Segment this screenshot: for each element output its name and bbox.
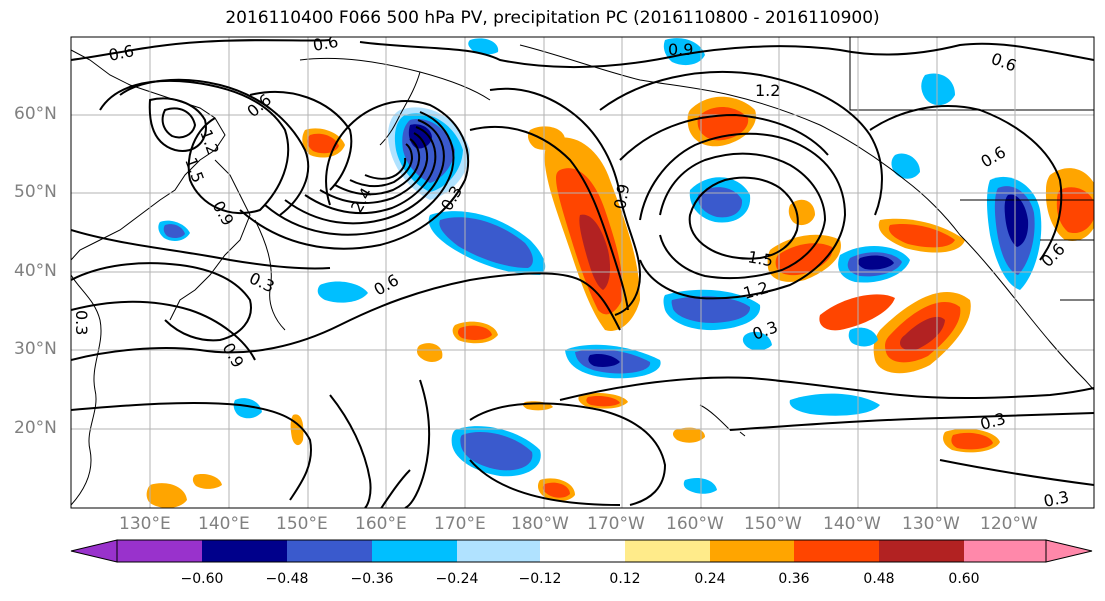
neg-anomaly: [789, 393, 880, 416]
lon-label: 140°E: [198, 514, 250, 534]
lon-label: 140°W: [823, 514, 881, 534]
plot-frame: [70, 36, 1095, 509]
lon-label: 160°W: [666, 514, 724, 534]
precip-shading: [146, 38, 1094, 508]
pos-anomaly: [416, 343, 443, 362]
contour-label: 0.3: [72, 310, 91, 335]
colorbar-tick-label: −0.24: [435, 571, 479, 587]
contour-label: 0.6: [311, 32, 339, 55]
neg-anomaly: [460, 432, 533, 471]
coastlines: [71, 37, 1094, 506]
colorbar-cell: [372, 540, 457, 562]
colorbar: [70, 539, 1093, 563]
lon-label: 170°W: [587, 514, 645, 534]
lat-label: 60°N: [14, 104, 57, 124]
contour-label: 0.9: [668, 40, 693, 59]
colorbar-tick-label: 0.36: [778, 571, 810, 587]
colorbar-tick-label: −0.48: [265, 571, 309, 587]
lon-label: 120°W: [980, 514, 1038, 534]
colorbar-tick-label: 0.48: [863, 571, 895, 587]
neg-anomaly: [1004, 194, 1029, 247]
lon-label: 130°W: [902, 514, 960, 534]
contour-label: 1.5: [746, 247, 774, 270]
colorbar-cell: [879, 540, 964, 562]
lon-label: 150°E: [276, 514, 328, 534]
colorbar-extend-high: [1045, 539, 1093, 563]
neg-anomaly: [163, 224, 185, 239]
lon-label: 130°E: [119, 514, 171, 534]
neg-anomaly: [317, 281, 368, 303]
neg-anomaly: [857, 255, 894, 270]
colorbar-cell: [625, 540, 710, 562]
colorbar-cell: [710, 540, 794, 562]
lon-label: 160°E: [355, 514, 407, 534]
neg-anomaly: [663, 38, 705, 66]
colorbar-tick-label: 0.24: [694, 571, 726, 587]
colorbar-extend-low: [70, 539, 118, 563]
neg-anomaly: [742, 331, 772, 351]
pos-anomaly: [900, 316, 945, 351]
lon-label: 180°W: [511, 514, 569, 534]
lat-label: 50°N: [14, 182, 57, 202]
neg-anomaly: [697, 187, 743, 218]
colorbar-tick-label: −0.12: [518, 571, 562, 587]
colorbar-tick-label: 0.12: [609, 571, 641, 587]
neg-anomaly: [848, 327, 878, 347]
neg-anomaly: [921, 73, 955, 106]
colorbar-tick-label: 0.60: [948, 571, 980, 587]
neg-anomaly: [683, 478, 717, 494]
pos-anomaly: [586, 395, 620, 407]
neg-anomaly: [439, 217, 533, 268]
colorbar-cell: [794, 540, 879, 562]
contour-label: 0.6: [107, 41, 136, 65]
pos-anomaly: [527, 126, 565, 150]
pos-anomaly: [951, 432, 993, 450]
colorbar-cell: [287, 540, 372, 562]
pos-anomaly: [888, 224, 955, 248]
pos-anomaly: [307, 133, 339, 154]
pos-anomaly: [192, 474, 222, 489]
colorbar-cell: [117, 540, 202, 562]
colorbar-tick-label: −0.60: [180, 571, 224, 587]
pv-contours: [71, 39, 1094, 508]
pos-anomaly: [542, 482, 570, 498]
colorbar-cell: [540, 540, 625, 562]
neg-anomaly: [588, 353, 620, 367]
neg-anomaly: [233, 398, 262, 419]
colorbar-tick-label: −0.36: [350, 571, 394, 587]
neg-anomaly: [671, 296, 751, 323]
pos-anomaly: [819, 294, 895, 331]
lon-label: 170°E: [434, 514, 486, 534]
pos-anomaly: [1056, 187, 1094, 233]
map-title: 2016110400 F066 500 hPa PV, precipitatio…: [225, 8, 880, 28]
lat-label: 20°N: [14, 418, 57, 438]
lon-label: 150°W: [744, 514, 802, 534]
lat-label: 40°N: [14, 261, 57, 281]
contour-label: 0.3: [1042, 487, 1071, 511]
pos-anomaly: [579, 214, 611, 290]
pos-anomaly: [457, 325, 492, 340]
pos-anomaly: [146, 483, 187, 508]
neg-anomaly: [468, 38, 499, 55]
colorbar-frame: [116, 539, 1047, 563]
lat-label: 30°N: [14, 339, 57, 359]
contour-label: 1.2: [755, 81, 780, 100]
colorbar-cell: [202, 540, 287, 562]
contour-label: 0.9: [610, 182, 633, 210]
neg-anomaly: [891, 153, 920, 179]
colorbar-cell: [457, 540, 540, 562]
colorbar-cell: [964, 540, 1046, 562]
pos-anomaly: [672, 427, 705, 443]
